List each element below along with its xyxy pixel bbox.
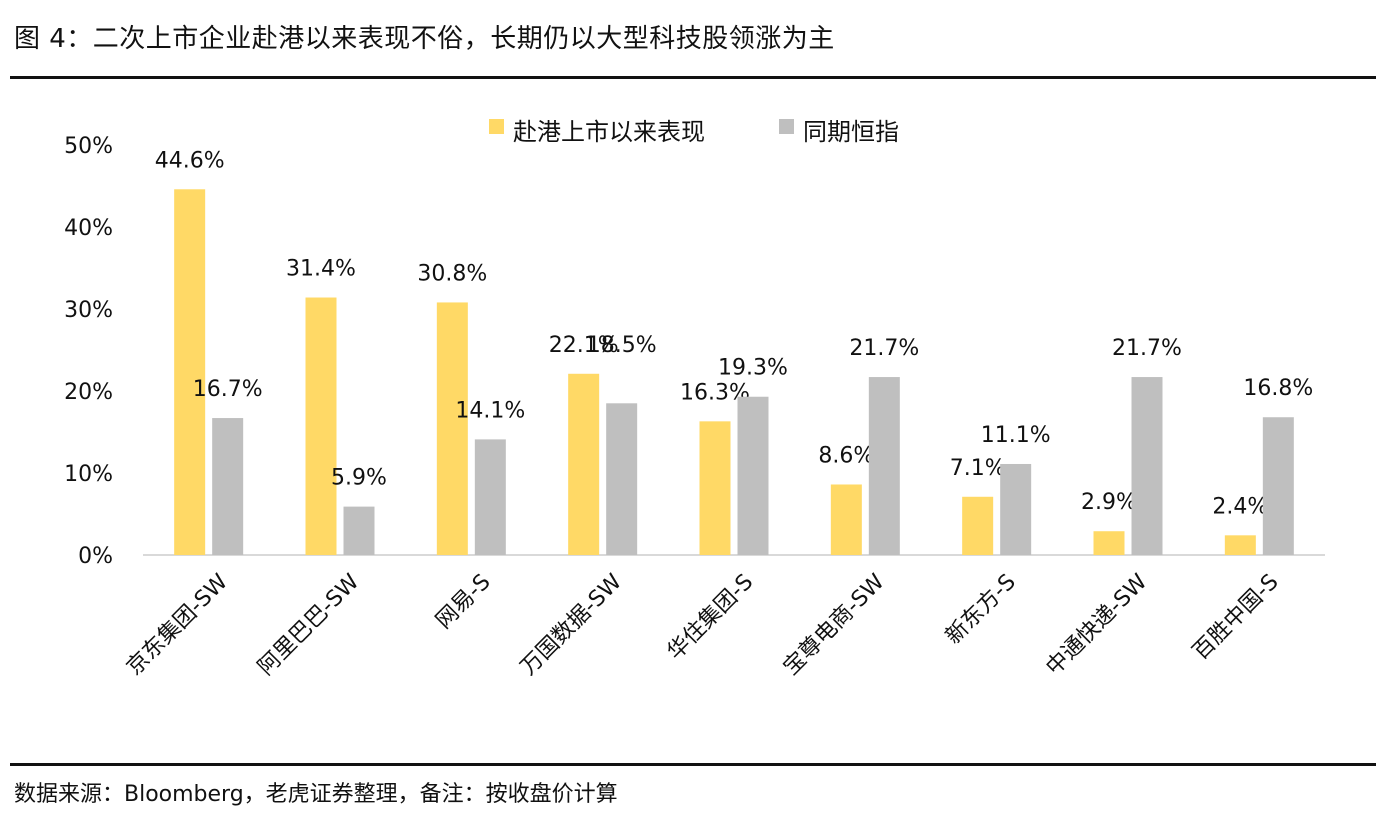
- data-label: 18.5%: [587, 333, 657, 358]
- bar-listing-performance: [1224, 535, 1256, 555]
- y-tick-label: 30%: [64, 298, 113, 323]
- bar-listing-performance: [962, 496, 994, 555]
- bottom-rule: [10, 763, 1376, 766]
- data-label: 16.8%: [1243, 376, 1313, 401]
- y-tick-label: 0%: [78, 544, 113, 569]
- x-category-label: 宝尊电商-SW: [779, 569, 890, 680]
- legend-label: 赴港上市以来表现: [513, 118, 705, 146]
- top-rule: [10, 76, 1376, 79]
- data-label: 21.7%: [849, 336, 919, 361]
- data-label: 14.1%: [455, 398, 525, 423]
- bar-listing-performance: [830, 484, 862, 555]
- data-label: 11.1%: [981, 423, 1051, 448]
- data-label: 8.6%: [818, 443, 874, 468]
- y-tick-label: 10%: [64, 462, 113, 487]
- bar-chart: 0% 10% 20% 30% 40% 50% 44.6% 16.7% 京东集团-SW 31.4% 5…: [64, 118, 1325, 680]
- bar-hsi-same-period: [868, 377, 900, 555]
- y-tick-label: 20%: [64, 380, 113, 405]
- bar-hsi-same-period: [737, 396, 769, 555]
- x-category-label: 京东集团-SW: [122, 569, 233, 680]
- bar-hsi-same-period: [212, 418, 244, 555]
- bar-listing-performance: [568, 373, 600, 555]
- data-label: 5.9%: [331, 466, 387, 491]
- y-tick-label: 40%: [64, 216, 113, 241]
- bar-hsi-same-period: [474, 439, 506, 555]
- x-category-label: 万国数据-SW: [516, 569, 627, 680]
- data-label: 31.4%: [286, 257, 356, 282]
- legend-swatch-listing-performance: [489, 119, 504, 134]
- bar-listing-performance: [436, 302, 468, 555]
- bar-listing-performance: [305, 297, 337, 555]
- x-category-label: 百胜中国-S: [1188, 570, 1283, 665]
- y-tick-label: 50%: [64, 134, 113, 159]
- legend-label: 同期恒指: [803, 118, 899, 146]
- data-label: 19.3%: [718, 356, 788, 381]
- bar-hsi-same-period: [1000, 463, 1032, 555]
- figure-title: 图 4：二次上市企业赴港以来表现不俗，长期仍以大型科技股领涨为主: [14, 24, 835, 54]
- bar-listing-performance: [699, 421, 731, 555]
- x-category-label: 网易-S: [431, 570, 495, 634]
- bar-listing-performance: [174, 189, 206, 555]
- legend-swatch-hsi: [779, 119, 794, 134]
- source-note: 数据来源：Bloomberg，老虎证券整理，备注：按收盘价计算: [14, 782, 618, 807]
- data-label: 2.9%: [1081, 490, 1137, 515]
- x-category-label: 中通快递-SW: [1041, 569, 1152, 680]
- x-category-label: 新东方-S: [941, 570, 1021, 650]
- bar-hsi-same-period: [1262, 417, 1294, 555]
- bar-hsi-same-period: [1131, 377, 1163, 555]
- x-category-label: 华住集团-S: [663, 570, 758, 665]
- x-category-label: 阿里巴巴-SW: [253, 569, 364, 680]
- bar-listing-performance: [1093, 531, 1125, 555]
- data-label: 16.7%: [193, 377, 263, 402]
- data-label: 7.1%: [950, 456, 1006, 481]
- bar-hsi-same-period: [606, 403, 638, 555]
- data-label: 2.4%: [1212, 494, 1268, 519]
- data-label: 22.1%: [549, 333, 619, 358]
- data-label: 30.8%: [417, 261, 487, 286]
- bar-hsi-same-period: [343, 506, 375, 555]
- data-label: 21.7%: [1112, 336, 1182, 361]
- data-label: 44.6%: [155, 148, 225, 173]
